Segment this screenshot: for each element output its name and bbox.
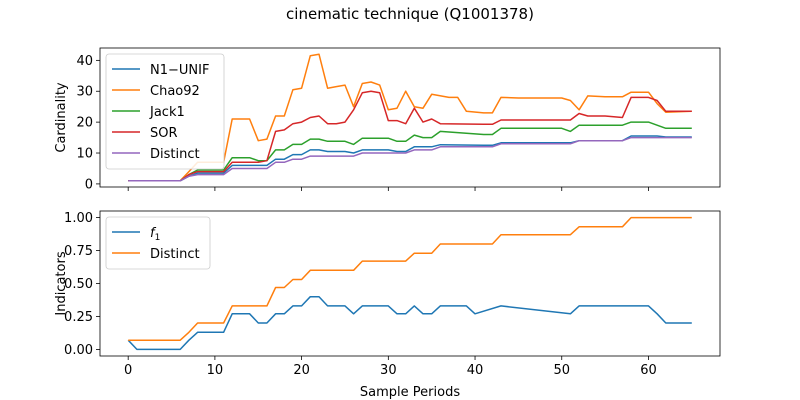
y-tick-label: 0.50 xyxy=(64,277,93,292)
legend-label: Distinct xyxy=(150,247,200,262)
cardinality-panel: 0 10 20 30 40 Cardinality N1−UNIF Chao92 Jack1 SO… xyxy=(54,47,721,192)
series-line-4 xyxy=(128,136,692,182)
legend-box xyxy=(105,216,211,270)
series-line-0 xyxy=(127,295,692,351)
y-tick-label: 0.25 xyxy=(64,310,93,325)
legend-label: Chao92 xyxy=(150,84,200,99)
y-axis-label: Cardinality xyxy=(54,82,69,153)
series-line-2 xyxy=(128,121,692,182)
x-tick-label: 20 xyxy=(293,363,310,378)
x-axis-label: Sample Periods xyxy=(360,385,460,400)
x-tick-label: 50 xyxy=(553,363,570,378)
y-tick-label: 0 xyxy=(85,177,93,192)
y-tick-label: 10 xyxy=(76,147,93,162)
series-line-3 xyxy=(128,90,692,182)
legend-label: Distinct xyxy=(150,147,200,162)
figure-title: cinematic technique (Q1001378) xyxy=(286,5,534,23)
legend-label: SOR xyxy=(150,126,178,141)
y-tick-label: 0.75 xyxy=(64,244,93,259)
y-tick-label: 1.00 xyxy=(64,211,93,226)
legend-label: Jack1 xyxy=(149,105,185,120)
series-line-0 xyxy=(128,135,692,182)
x-tick-label: 30 xyxy=(380,363,397,378)
legend-box xyxy=(105,53,225,170)
y-axis-label: Indicators xyxy=(54,251,69,315)
legend-label-subscript: 1 xyxy=(155,233,161,243)
x-tick-label: 40 xyxy=(467,363,484,378)
x-tick-label: 60 xyxy=(640,363,657,378)
axes-frame xyxy=(99,47,721,188)
x-tick-label: 10 xyxy=(207,363,224,378)
series-line-1 xyxy=(128,216,692,341)
y-tick-label: 30 xyxy=(76,85,93,100)
y-tick-label: 0.00 xyxy=(64,343,93,358)
indicators-panel: 0 10 20 30 40 50 60 0.00 0.25 0.50 0.75 1.00 Indicat… xyxy=(54,210,721,400)
x-tick-label: 0 xyxy=(124,363,132,378)
legend-label: N1−UNIF xyxy=(150,63,209,78)
legend-label: f1 xyxy=(150,226,160,243)
series-line-1 xyxy=(128,53,692,182)
y-tick-label: 20 xyxy=(76,116,93,131)
y-tick-label: 40 xyxy=(76,54,93,69)
